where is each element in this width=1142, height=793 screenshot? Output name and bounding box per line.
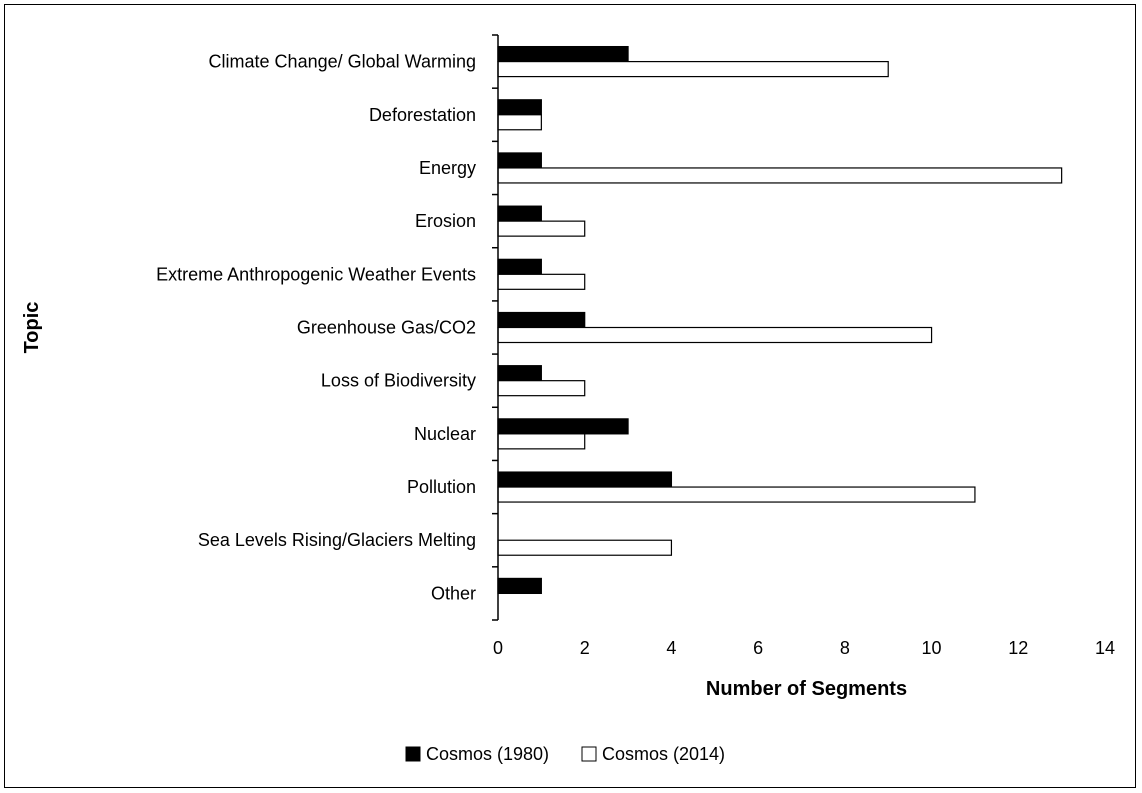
legend-swatch bbox=[405, 746, 421, 762]
x-tick-label: 2 bbox=[580, 638, 590, 658]
x-tick-label: 4 bbox=[666, 638, 676, 658]
y-tick-label: Energy bbox=[419, 158, 476, 178]
bar-cosmos-2014 bbox=[497, 273, 586, 290]
x-tick-label: 0 bbox=[493, 638, 503, 658]
y-axis-title: Topic bbox=[21, 302, 43, 354]
y-tick-label: Climate Change/ Global Warming bbox=[209, 52, 476, 72]
y-tick-label: Pollution bbox=[407, 477, 476, 497]
y-tick-label: Nuclear bbox=[414, 424, 476, 444]
bars-group bbox=[497, 45, 1063, 595]
bar-cosmos-2014 bbox=[497, 60, 889, 78]
bar-cosmos-1980 bbox=[497, 99, 542, 116]
x-tick-label: 10 bbox=[922, 638, 942, 658]
bar-cosmos-1980 bbox=[497, 418, 629, 435]
y-tick-label: Greenhouse Gas/CO2 bbox=[297, 318, 476, 338]
x-tick-label: 6 bbox=[753, 638, 763, 658]
bar-cosmos-1980 bbox=[497, 577, 542, 595]
y-tick-label: Other bbox=[431, 583, 476, 603]
bar-cosmos-2014 bbox=[497, 114, 542, 131]
y-tick-label: Sea Levels Rising/Glaciers Melting bbox=[198, 530, 476, 550]
bar-cosmos-1980 bbox=[497, 365, 542, 382]
y-tick-label: Deforestation bbox=[369, 105, 476, 125]
y-axis-ticks bbox=[492, 34, 498, 621]
bar-cosmos-1980 bbox=[497, 45, 629, 63]
bar-cosmos-1980 bbox=[497, 152, 542, 169]
bar-cosmos-1980 bbox=[497, 311, 586, 329]
bar-cosmos-2014 bbox=[497, 539, 673, 556]
y-tick-label: Erosion bbox=[415, 211, 476, 231]
x-axis-title: Number of Segments bbox=[706, 678, 907, 700]
y-axis-labels: Climate Change/ Global Warming Deforestat… bbox=[156, 52, 476, 604]
bar-cosmos-2014 bbox=[497, 220, 586, 237]
x-tick-label: 8 bbox=[840, 638, 850, 658]
x-tick-label: 12 bbox=[1008, 638, 1028, 658]
legend-label: Cosmos (1980) bbox=[426, 744, 549, 764]
x-axis-labels: 0 2 4 6 8 10 12 14 bbox=[493, 638, 1115, 658]
bar-cosmos-2014 bbox=[497, 433, 586, 450]
bar-cosmos-2014 bbox=[497, 380, 586, 397]
bar-cosmos-1980 bbox=[497, 258, 542, 275]
bar-cosmos-1980 bbox=[497, 205, 542, 222]
bar-cosmos-2014 bbox=[497, 167, 1063, 184]
y-tick-label: Extreme Anthropogenic Weather Events bbox=[156, 264, 476, 284]
legend: Cosmos (1980) Cosmos (2014) bbox=[405, 744, 725, 764]
bar-cosmos-2014 bbox=[497, 486, 976, 503]
bar-cosmos-1980 bbox=[497, 471, 673, 488]
x-tick-label: 14 bbox=[1095, 638, 1115, 658]
y-tick-label: Loss of Biodiversity bbox=[321, 371, 476, 391]
legend-swatch bbox=[581, 746, 597, 762]
legend-label: Cosmos (2014) bbox=[602, 744, 725, 764]
bar-cosmos-2014 bbox=[497, 326, 933, 344]
